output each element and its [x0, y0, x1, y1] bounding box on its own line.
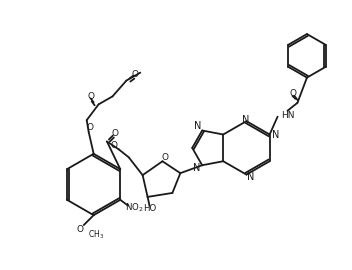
Text: NO$_2$: NO$_2$	[125, 201, 144, 214]
Text: CH$_3$: CH$_3$	[88, 229, 104, 241]
Text: HO: HO	[143, 204, 156, 213]
Text: O: O	[86, 123, 93, 131]
Text: HN: HN	[282, 111, 295, 120]
Text: O: O	[111, 141, 117, 150]
Text: N: N	[247, 171, 254, 181]
Text: N: N	[272, 130, 279, 140]
Text: N: N	[193, 163, 200, 173]
Text: O: O	[87, 92, 94, 101]
Text: O: O	[132, 70, 139, 79]
Text: O: O	[290, 89, 297, 99]
Text: O: O	[76, 225, 83, 234]
Text: O: O	[162, 153, 169, 162]
Text: N: N	[242, 115, 249, 125]
Text: N: N	[194, 120, 201, 131]
Text: O: O	[111, 129, 118, 138]
